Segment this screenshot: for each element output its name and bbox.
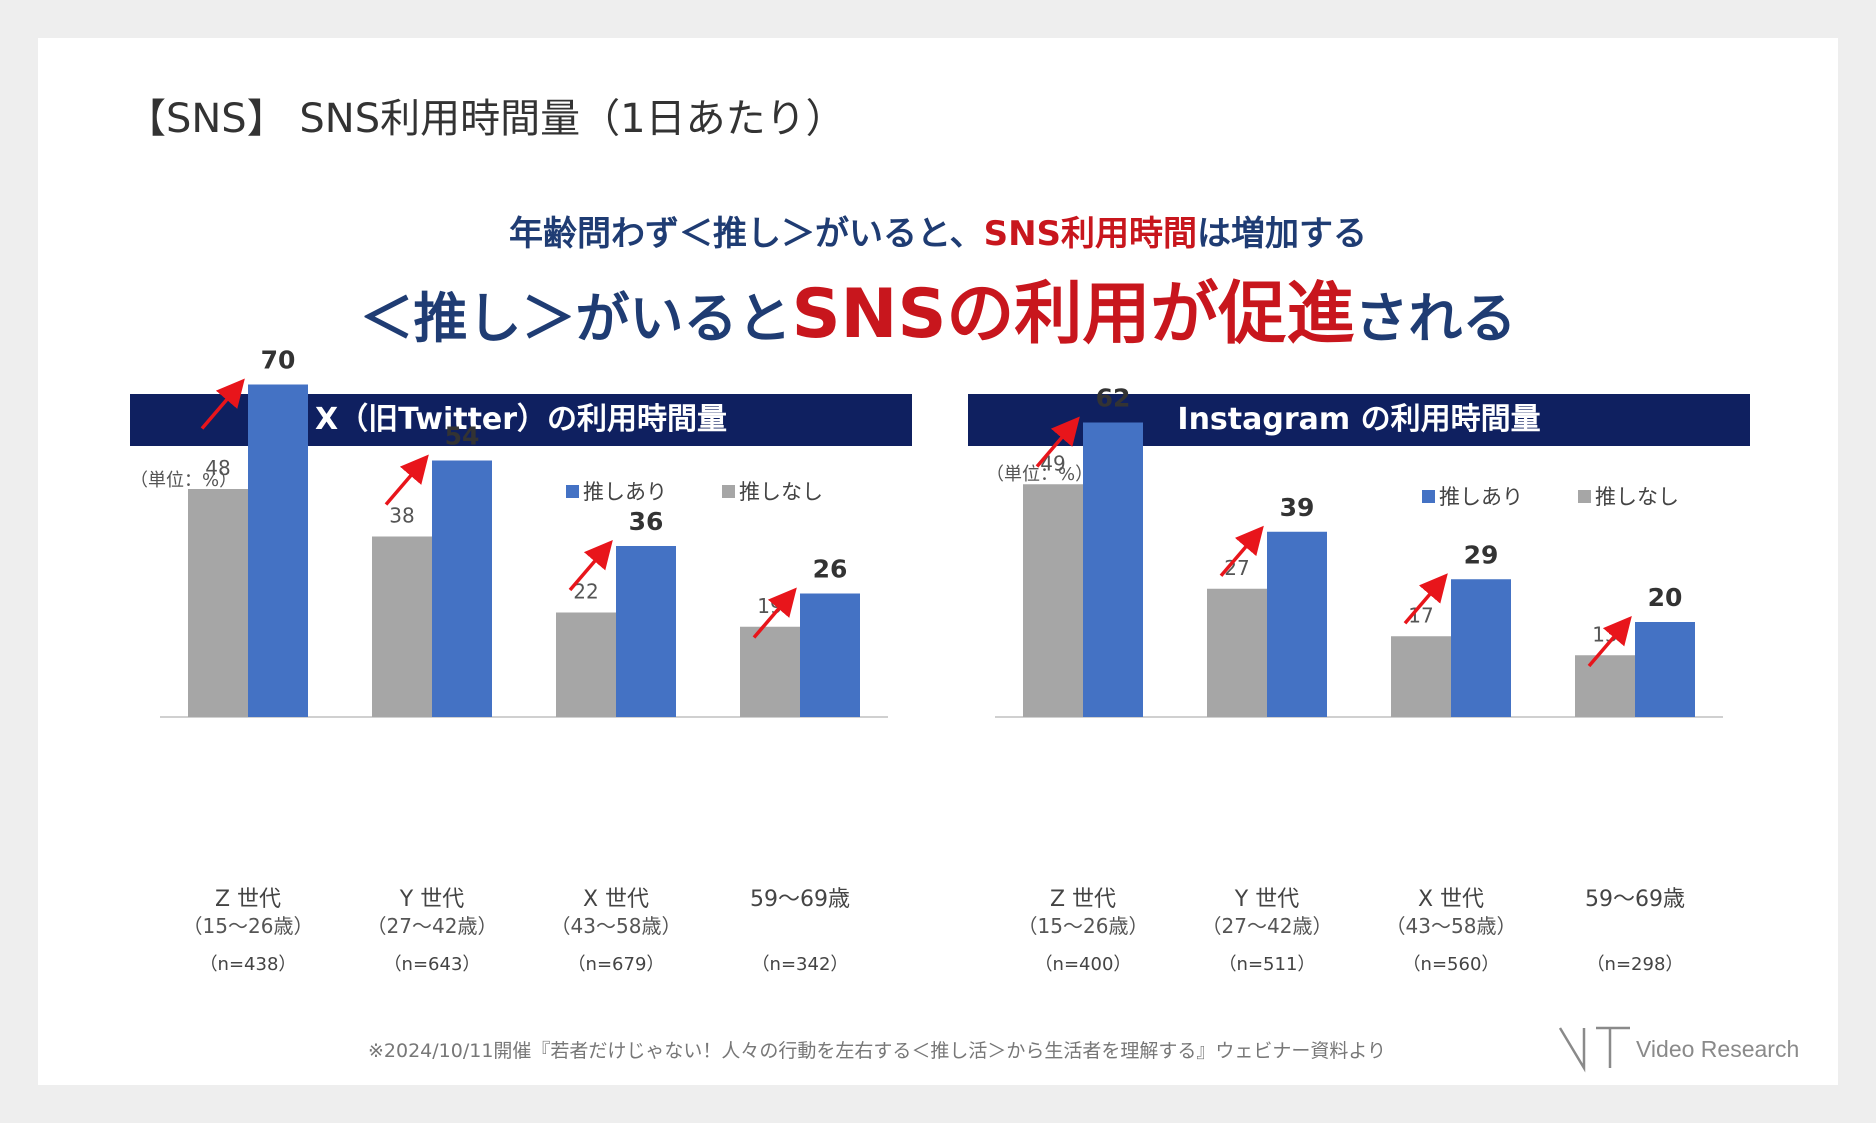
increase-arrow-icon [200, 378, 245, 430]
slide: 【SNS】 SNS利用時間量（1日あたり） 年齢問わず＜推し＞がいると、SNS利… [38, 38, 1838, 1085]
unit-label-x: （単位：%） [130, 470, 237, 491]
category-label-instagram: Z 世代 [1050, 887, 1116, 912]
headline-primary-part1: 年齢問わず＜推し＞がいると、 [508, 214, 984, 254]
category-age-range-x: （27～42歳） [367, 914, 498, 938]
category-label-x: 59～69歳 [750, 887, 850, 912]
bar-with-oshi-x [800, 593, 860, 717]
bar-with-oshi-instagram [1451, 579, 1511, 717]
legend-swatch-without-instagram [1578, 490, 1591, 503]
headline-secondary-part3: される [1354, 287, 1517, 350]
data-label-with-oshi-x: 26 [813, 555, 848, 584]
video-research-logo-icon [1558, 1026, 1630, 1073]
bar-without-oshi-instagram [1391, 636, 1451, 717]
footnote: ※2024/10/11開催『若者だけじゃない！人々の行動を左右する＜推し活＞から… [368, 1040, 1387, 1062]
bar-with-oshi-x [432, 460, 492, 717]
headline-primary: 年齢問わず＜推し＞がいると、SNS利用時間は増加する [38, 206, 1838, 255]
headline-secondary-emphasis: SNSの利用が促進 [791, 275, 1355, 354]
increase-arrow-icon [384, 454, 429, 506]
increase-arrow-icon [1403, 573, 1448, 625]
data-label-with-oshi-instagram: 29 [1464, 540, 1499, 569]
category-label-x: X 世代 [583, 887, 649, 912]
data-label-without-oshi-x: 19 [757, 594, 782, 618]
category-sample-size-instagram: （n=298） [1587, 954, 1684, 975]
category-sample-size-x: （n=342） [752, 954, 849, 975]
legend-swatch-with-x [566, 485, 579, 498]
bar-with-oshi-instagram [1083, 422, 1143, 717]
increase-arrow-icon [752, 587, 797, 639]
category-sample-size-instagram: （n=511） [1219, 954, 1316, 975]
data-label-without-oshi-x: 38 [389, 504, 414, 528]
chart-header-instagram: Instagram の利用時間量 [968, 394, 1750, 446]
category-label-x: Z 世代 [215, 887, 281, 912]
data-label-with-oshi-x: 70 [261, 346, 296, 375]
legend-label-with-instagram: 推しあり [1439, 485, 1523, 509]
bar-without-oshi-x [740, 626, 800, 717]
category-label-instagram: Y 世代 [1234, 887, 1299, 912]
category-sample-size-instagram: （n=400） [1035, 954, 1132, 975]
legend-swatch-with-instagram [1422, 490, 1435, 503]
headline-secondary: ＜推し＞がいるとSNSの利用が促進される [38, 258, 1838, 357]
increase-arrow-icon [568, 540, 613, 592]
category-label-x: Y 世代 [399, 887, 464, 912]
category-sample-size-instagram: （n=560） [1403, 954, 1500, 975]
category-age-range-instagram: （27～42歳） [1202, 914, 1333, 938]
category-age-range-instagram: （15～26歳） [1018, 914, 1149, 938]
bar-with-oshi-x [616, 546, 676, 717]
category-age-range-instagram: （43～58歳） [1386, 914, 1517, 938]
category-age-range-x: （15～26歳） [183, 914, 314, 938]
bar-without-oshi-x [556, 612, 616, 717]
headline-primary-part3: は増加する [1197, 214, 1368, 254]
data-label-without-oshi-x: 48 [205, 456, 230, 480]
data-label-with-oshi-instagram: 20 [1648, 583, 1683, 612]
data-label-with-oshi-x: 54 [445, 422, 480, 451]
logo-text: Video Research [1636, 1036, 1800, 1062]
bar-without-oshi-x [188, 489, 248, 717]
bar-with-oshi-instagram [1267, 531, 1327, 717]
headline-primary-emphasis: SNS利用時間 [983, 214, 1198, 254]
increase-arrow-icon [1035, 416, 1080, 468]
bar-with-oshi-x [248, 384, 308, 717]
category-sample-size-x: （n=438） [200, 954, 297, 975]
category-label-instagram: X 世代 [1418, 887, 1484, 912]
category-sample-size-x: （n=679） [568, 954, 665, 975]
data-label-with-oshi-instagram: 62 [1096, 384, 1131, 413]
data-label-without-oshi-instagram: 13 [1592, 622, 1617, 646]
bar-without-oshi-instagram [1575, 655, 1635, 717]
page-title: 【SNS】 SNS利用時間量（1日あたり） [126, 96, 846, 142]
increase-arrow-icon [1587, 616, 1632, 668]
headline-secondary-part1: ＜推し＞がいると [359, 287, 792, 350]
bar-without-oshi-instagram [1023, 484, 1083, 717]
bar-without-oshi-x [372, 536, 432, 717]
bar-without-oshi-instagram [1207, 588, 1267, 717]
legend-label-with-x: 推しあり [583, 480, 667, 504]
increase-arrow-icon [1219, 525, 1264, 577]
data-label-with-oshi-x: 36 [629, 507, 664, 536]
unit-label-instagram: （単位：%） [986, 464, 1093, 485]
legend-label-without-x: 推しなし [739, 480, 823, 504]
data-label-with-oshi-instagram: 39 [1280, 493, 1315, 522]
data-label-without-oshi-instagram: 49 [1040, 451, 1065, 475]
legend-label-without-instagram: 推しなし [1595, 485, 1679, 509]
category-age-range-x: （43～58歳） [551, 914, 682, 938]
bar-with-oshi-instagram [1635, 622, 1695, 717]
category-sample-size-x: （n=643） [384, 954, 481, 975]
legend-swatch-without-x [722, 485, 735, 498]
category-label-instagram: 59～69歳 [1585, 887, 1685, 912]
